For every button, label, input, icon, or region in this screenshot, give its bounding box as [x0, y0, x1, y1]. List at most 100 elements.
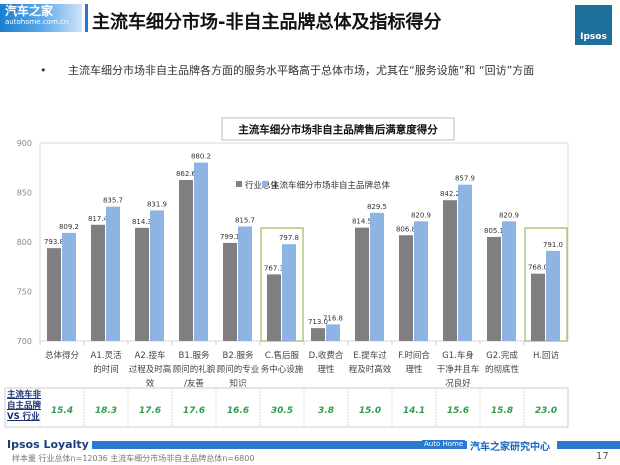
bar	[458, 184, 472, 341]
y-tick-label: 900	[17, 139, 32, 148]
x-tick-label: 顾问的专业	[217, 364, 260, 375]
x-tick-label: 顾问的礼貌	[173, 364, 216, 375]
data-label: 831.9	[147, 200, 167, 208]
chart-title: 主流车细分市场非自主品牌售后满意度得分	[238, 123, 438, 136]
y-tick-label: 750	[17, 288, 32, 297]
data-label: 799.1	[220, 233, 240, 241]
bar	[546, 250, 560, 341]
bar	[47, 248, 61, 341]
x-tick-label: D.收费合	[309, 350, 344, 361]
data-label: 857.9	[455, 175, 475, 183]
bar	[194, 162, 208, 341]
x-tick-label: 理性	[405, 364, 423, 375]
x-tick-label: 理性	[317, 364, 335, 375]
bar	[267, 274, 281, 341]
x-tick-label: E.提车过	[353, 350, 387, 361]
x-tick-label: 务中心设施	[261, 364, 304, 375]
diff-value: 15.0	[359, 406, 381, 416]
bar	[487, 236, 501, 341]
legend-swatch	[236, 181, 242, 187]
bar	[223, 242, 237, 341]
data-label: 835.7	[103, 197, 123, 205]
bar	[91, 224, 105, 341]
data-label: 862.6	[176, 170, 197, 178]
bar	[311, 328, 325, 341]
x-tick-label: A1.灵活	[91, 350, 122, 361]
bar	[106, 206, 120, 341]
bar	[282, 244, 296, 341]
x-tick-label: /友善	[184, 378, 204, 389]
footer-autohome: Auto Home	[422, 440, 466, 448]
diff-value: 23.0	[535, 406, 557, 416]
data-label: 809.2	[59, 223, 79, 231]
x-tick-label: G1.车身	[442, 350, 474, 361]
title-divider	[85, 4, 88, 32]
diff-value: 30.5	[271, 406, 293, 416]
bar	[135, 227, 149, 341]
data-label: 713.0	[308, 318, 328, 326]
data-label: 814.5	[352, 218, 372, 226]
data-label: 820.9	[411, 211, 431, 219]
x-tick-label: 程及时高效	[349, 364, 392, 375]
diff-value: 15.4	[51, 406, 73, 416]
autohome-logo: 汽车之家 autohome.com.cn	[0, 4, 82, 32]
diff-value: 17.6	[183, 406, 205, 416]
x-tick-label: 效	[146, 378, 155, 389]
diff-value: 16.6	[227, 406, 249, 416]
bar	[414, 221, 428, 341]
diff-value: 15.8	[491, 406, 513, 416]
diff-value: 17.6	[139, 406, 161, 416]
data-label: 829.5	[367, 203, 387, 211]
data-label: 716.8	[323, 314, 343, 322]
x-tick-label: 的彻底性	[485, 364, 520, 375]
diff-row-label: 主流车非 自主品牌 VS 行业	[7, 390, 42, 422]
y-tick-label: 700	[17, 337, 32, 346]
x-tick-label: A2.接车	[135, 350, 166, 361]
y-tick-label: 850	[17, 189, 32, 198]
data-label: 880.2	[191, 153, 211, 161]
footer-bar: Ipsos Loyalty Auto Home 汽车之家研究中心	[0, 438, 620, 453]
bar	[238, 226, 252, 341]
footer-center: 汽车之家研究中心	[467, 438, 553, 453]
bar	[370, 212, 384, 341]
data-label: 791.0	[543, 241, 563, 249]
x-tick-label: G2.完成	[486, 350, 518, 361]
chart-title-box	[221, 117, 455, 141]
data-label: 820.9	[499, 211, 519, 219]
data-label: 814.3	[132, 218, 152, 226]
footer-brand: Ipsos Loyalty	[4, 438, 92, 451]
diff-value: 14.1	[403, 406, 425, 416]
bullet-text: • 主流车细分市场非自主品牌各方面的服务水平略高于总体市场，尤其在“服务设施”和 …	[40, 64, 535, 77]
diff-value: 15.6	[447, 406, 469, 416]
bar	[62, 232, 76, 341]
data-label: 817.4	[88, 215, 109, 223]
diff-value: 3.8	[318, 406, 334, 416]
bar	[502, 221, 516, 341]
data-label: 793.8	[44, 238, 64, 246]
data-label: 805.1	[484, 227, 504, 235]
data-label: 768.0	[528, 264, 548, 272]
page-title: 主流车细分市场-非自主品牌总体及指标得分	[92, 12, 442, 33]
bar	[355, 227, 369, 341]
bar	[443, 200, 457, 341]
x-tick-label: B2.服务	[223, 350, 254, 361]
diff-table	[4, 387, 569, 428]
data-label: 797.8	[279, 234, 299, 242]
ipsos-logo: Ipsos	[575, 5, 612, 45]
bar	[150, 210, 164, 341]
x-tick-label: 知识	[229, 378, 246, 389]
data-label: 842.2	[440, 190, 460, 198]
legend-label: 主流车细分市场非自主品牌总体	[271, 180, 391, 191]
y-tick-label: 800	[17, 238, 32, 247]
x-tick-label: 的时间	[93, 364, 119, 375]
data-label: 815.7	[235, 216, 255, 224]
page-number: 17	[596, 451, 609, 462]
diff-value: 18.3	[95, 406, 117, 416]
legend-swatch	[262, 181, 268, 187]
x-tick-label: H.回访	[533, 350, 559, 361]
x-tick-label: 过程及时高	[129, 364, 172, 375]
x-tick-label: 干净并且车	[437, 364, 480, 375]
data-label: 767.3	[264, 264, 284, 272]
bar	[179, 180, 193, 341]
bar	[399, 235, 413, 341]
